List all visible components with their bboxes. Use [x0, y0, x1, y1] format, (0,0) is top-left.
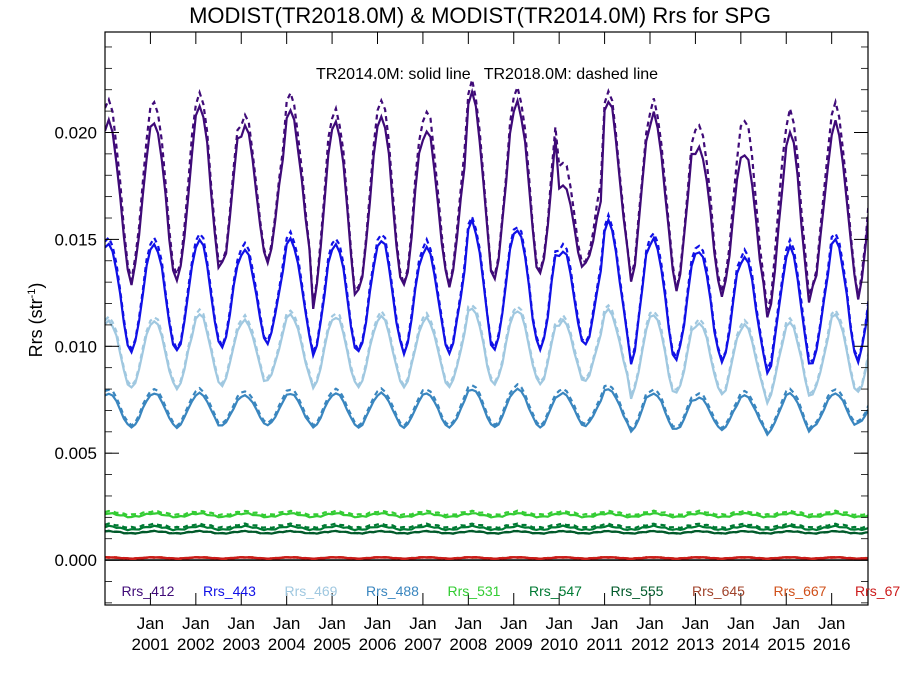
x-tick-month-label: Jan — [409, 614, 436, 633]
x-tick-month-label: Jan — [727, 614, 754, 633]
x-tick-year-label: 2002 — [177, 635, 215, 654]
x-tick-month-label: Jan — [773, 614, 800, 633]
legend-rrs-531: Rrs_531 — [448, 583, 501, 599]
rrs-678-tr2014-solid-line — [105, 556, 868, 561]
legend-rrs-469: Rrs_469 — [285, 583, 338, 599]
rrs-412-tr2018-dashed-line — [105, 79, 868, 311]
x-tick-year-label: 2013 — [677, 635, 715, 654]
rrs-555-tr2014-solid-line — [105, 529, 868, 535]
legend-rrs-412: Rrs_412 — [122, 583, 175, 599]
rrs-547-tr2018-dashed-line — [105, 522, 868, 530]
x-tick-month-label: Jan — [500, 614, 527, 633]
legend-rrs-678: Rrs_678 — [855, 583, 900, 599]
rrs-531-tr2014-solid-line — [105, 511, 868, 519]
legend-rrs-443: Rrs_443 — [203, 583, 256, 599]
legend-rrs-645: Rrs_645 — [692, 583, 745, 599]
x-tick-year-label: 2008 — [449, 635, 487, 654]
x-tick-month-label: Jan — [682, 614, 709, 633]
x-tick-year-label: 2005 — [313, 635, 351, 654]
y-axis-label-text: Rrs (str — [26, 298, 46, 357]
y-axis-label: Rrs (str-1) — [26, 283, 46, 358]
legend-rrs-667: Rrs_667 — [774, 583, 827, 599]
chart-title: MODIST(TR2018.0M) & MODIST(TR2014.0M) Rr… — [189, 3, 771, 28]
rrs-443-tr2018-dashed-line — [105, 211, 868, 374]
legend-rrs-488: Rrs_488 — [366, 583, 419, 599]
rrs-547-tr2014-solid-line — [105, 524, 868, 532]
line-style-annotation: TR2014.0M: solid line TR2018.0M: dashed … — [316, 66, 658, 83]
x-tick-year-label: 2016 — [813, 635, 851, 654]
x-tick-month-label: Jan — [455, 614, 482, 633]
x-tick-month-label: Jan — [318, 614, 345, 633]
x-tick-month-label: Jan — [545, 614, 572, 633]
x-tick-year-label: 2012 — [631, 635, 669, 654]
rrs-488-tr2018-dashed-line — [105, 382, 868, 435]
rrs-443-tr2014-solid-line — [105, 216, 868, 377]
x-tick-month-label: Jan — [818, 614, 845, 633]
x-tick-month-label: Jan — [228, 614, 255, 633]
x-tick-year-label: 2014 — [722, 635, 760, 654]
rrs-412-tr2014-solid-line — [105, 87, 868, 318]
x-tick-year-label: 2001 — [132, 635, 170, 654]
x-tick-month-label: Jan — [636, 614, 663, 633]
x-tick-year-label: 2015 — [767, 635, 805, 654]
legend-rrs-555: Rrs_555 — [611, 583, 664, 599]
rrs-531-tr2018-dashed-line — [105, 509, 868, 517]
x-tick-year-label: 2011 — [586, 635, 623, 654]
x-tick-year-label: 2010 — [540, 635, 578, 654]
x-tick-year-label: 2003 — [222, 635, 260, 654]
x-tick-year-label: 2006 — [359, 635, 397, 654]
legend-rrs-547: Rrs_547 — [529, 583, 582, 599]
y-tick-label: 0.020 — [54, 123, 97, 142]
x-tick-year-label: 2009 — [495, 635, 533, 654]
rrs-469-tr2014-solid-line — [105, 306, 868, 407]
y-axis-label-superscript: -1 — [26, 289, 38, 299]
y-tick-label: 0.000 — [54, 551, 97, 570]
y-tick-label: 0.010 — [54, 337, 97, 356]
x-tick-month-label: Jan — [591, 614, 618, 633]
rrs-488-tr2014-solid-line — [105, 387, 868, 437]
plot-frame — [104, 31, 869, 606]
x-tick-month-label: Jan — [137, 614, 164, 633]
x-tick-month-label: Jan — [273, 614, 300, 633]
x-tick-month-label: Jan — [182, 614, 209, 633]
x-tick-year-label: 2007 — [404, 635, 442, 654]
x-tick-year-label: 2004 — [268, 635, 306, 654]
x-tick-month-label: Jan — [364, 614, 391, 633]
y-axis-label-close: ) — [26, 283, 46, 289]
y-tick-label: 0.005 — [54, 444, 97, 463]
y-tick-label: 0.015 — [54, 230, 97, 249]
